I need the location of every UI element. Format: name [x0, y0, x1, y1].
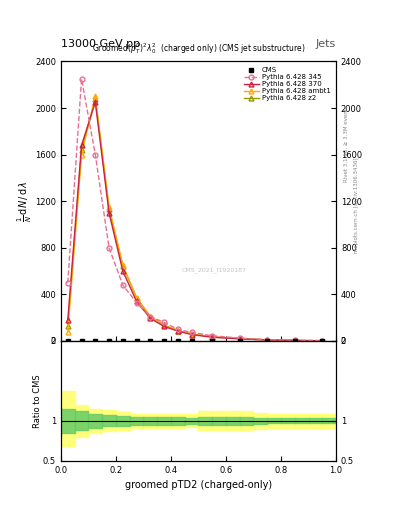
Y-axis label: Ratio to CMS: Ratio to CMS — [33, 374, 42, 428]
Y-axis label: $\frac{1}{N}\,\mathrm{d}N\,/\,\mathrm{d}\lambda$: $\frac{1}{N}\,\mathrm{d}N\,/\,\mathrm{d}… — [15, 181, 33, 222]
Text: Groomed$(p_T^D)^2\lambda_0^2$  (charged only) (CMS jet substructure): Groomed$(p_T^D)^2\lambda_0^2$ (charged o… — [92, 41, 305, 56]
X-axis label: groomed pTD2 (charged-only): groomed pTD2 (charged-only) — [125, 480, 272, 490]
Text: Rivet 3.1.10, ≥ 3.3M events: Rivet 3.1.10, ≥ 3.3M events — [344, 105, 349, 182]
Text: Jets: Jets — [316, 38, 336, 49]
Text: CMS_2021_I1920187: CMS_2021_I1920187 — [182, 267, 247, 273]
Text: mcplots.cern.ch [arXiv:1306.3436]: mcplots.cern.ch [arXiv:1306.3436] — [354, 157, 359, 252]
Text: 13000 GeV pp: 13000 GeV pp — [61, 38, 140, 49]
Legend: CMS, Pythia 6.428 345, Pythia 6.428 370, Pythia 6.428 ambt1, Pythia 6.428 z2: CMS, Pythia 6.428 345, Pythia 6.428 370,… — [241, 65, 332, 103]
